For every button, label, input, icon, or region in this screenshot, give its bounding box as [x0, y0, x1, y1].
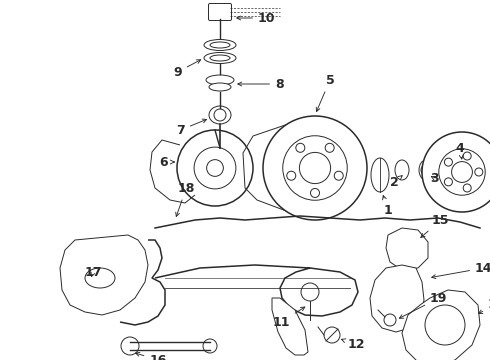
Circle shape: [299, 152, 331, 184]
Text: 4: 4: [456, 141, 465, 159]
Circle shape: [296, 143, 305, 152]
Text: 18: 18: [176, 181, 195, 216]
Text: 17: 17: [84, 266, 102, 279]
Circle shape: [214, 109, 226, 121]
Circle shape: [207, 159, 223, 176]
Circle shape: [325, 143, 334, 152]
Ellipse shape: [371, 158, 389, 192]
Text: 2: 2: [390, 175, 402, 189]
Circle shape: [439, 149, 485, 195]
Ellipse shape: [209, 106, 231, 124]
Circle shape: [324, 327, 340, 343]
Text: 12: 12: [342, 338, 366, 351]
Ellipse shape: [210, 42, 230, 48]
Ellipse shape: [204, 53, 236, 63]
Circle shape: [463, 184, 471, 192]
Text: 3: 3: [430, 171, 439, 184]
Ellipse shape: [419, 160, 433, 180]
Circle shape: [301, 283, 319, 301]
Polygon shape: [402, 290, 480, 360]
Ellipse shape: [395, 160, 409, 180]
Circle shape: [452, 162, 472, 183]
FancyBboxPatch shape: [209, 4, 231, 21]
Text: 14: 14: [432, 261, 490, 279]
Polygon shape: [386, 228, 428, 270]
Text: 1: 1: [383, 195, 392, 216]
Circle shape: [121, 337, 139, 355]
Circle shape: [177, 130, 253, 206]
Ellipse shape: [209, 83, 231, 91]
Circle shape: [283, 136, 347, 200]
Circle shape: [334, 171, 343, 180]
Text: 8: 8: [238, 77, 284, 90]
Circle shape: [463, 152, 471, 160]
Polygon shape: [370, 265, 424, 332]
Circle shape: [475, 168, 483, 176]
Circle shape: [311, 189, 319, 197]
Circle shape: [384, 314, 396, 326]
Text: 6: 6: [159, 156, 174, 168]
Polygon shape: [60, 235, 148, 315]
Circle shape: [422, 132, 490, 212]
Circle shape: [203, 339, 217, 353]
Circle shape: [444, 158, 452, 166]
Circle shape: [287, 171, 296, 180]
Text: 16: 16: [136, 352, 167, 360]
Text: 5: 5: [316, 73, 334, 112]
Text: 13: 13: [478, 298, 490, 314]
Text: 10: 10: [237, 12, 275, 24]
Text: 19: 19: [399, 292, 447, 318]
Circle shape: [425, 305, 465, 345]
Text: 7: 7: [176, 119, 206, 136]
Circle shape: [444, 178, 452, 186]
Circle shape: [194, 147, 236, 189]
Ellipse shape: [204, 40, 236, 50]
Text: 11: 11: [272, 307, 305, 328]
Circle shape: [263, 116, 367, 220]
Ellipse shape: [206, 75, 234, 85]
Polygon shape: [272, 298, 308, 355]
Text: 9: 9: [173, 60, 201, 78]
Ellipse shape: [210, 55, 230, 61]
Circle shape: [421, 165, 431, 175]
Text: 15: 15: [421, 213, 449, 238]
Ellipse shape: [85, 268, 115, 288]
